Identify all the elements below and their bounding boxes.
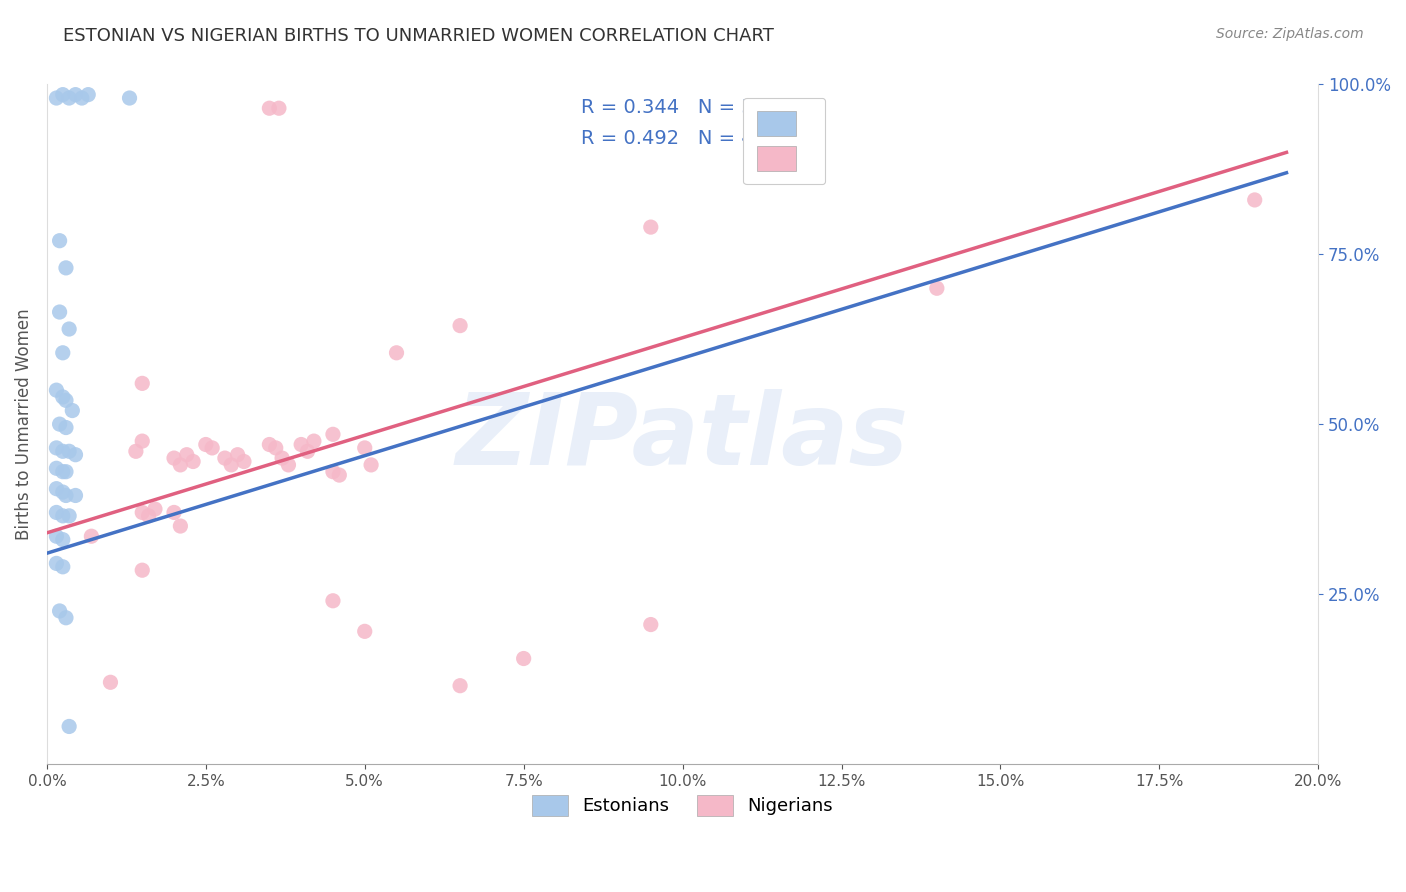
Point xyxy=(131,434,153,449)
Point xyxy=(58,322,80,336)
Point xyxy=(290,437,312,451)
Point xyxy=(65,87,87,102)
Point xyxy=(45,461,67,475)
Point xyxy=(80,529,103,543)
Point xyxy=(640,220,662,235)
Point xyxy=(302,434,325,449)
Legend: Estonians, Nigerians: Estonians, Nigerians xyxy=(524,788,841,822)
Point xyxy=(233,454,256,468)
Point xyxy=(48,604,70,618)
Point xyxy=(169,519,191,533)
Point xyxy=(194,437,217,451)
Point xyxy=(297,444,319,458)
Point xyxy=(118,91,141,105)
Point xyxy=(58,91,80,105)
Point xyxy=(328,468,350,483)
Point xyxy=(58,719,80,733)
Point xyxy=(259,437,281,451)
Point xyxy=(925,281,948,295)
Point xyxy=(45,482,67,496)
Point xyxy=(214,451,236,466)
Point xyxy=(55,260,77,275)
Point xyxy=(48,305,70,319)
Point xyxy=(55,393,77,408)
Point xyxy=(45,91,67,105)
Point xyxy=(512,651,534,665)
Point xyxy=(55,488,77,502)
Point xyxy=(55,611,77,625)
Point xyxy=(65,448,87,462)
Point xyxy=(45,505,67,519)
Point xyxy=(52,485,75,500)
Point xyxy=(52,87,75,102)
Point xyxy=(267,101,290,115)
Y-axis label: Births to Unmarried Women: Births to Unmarried Women xyxy=(15,309,32,540)
Point xyxy=(52,508,75,523)
Point xyxy=(360,458,382,472)
Point xyxy=(163,451,186,466)
Point xyxy=(219,458,242,472)
Point xyxy=(45,529,67,543)
Point xyxy=(226,448,249,462)
Point xyxy=(65,488,87,502)
Point xyxy=(52,533,75,547)
Point xyxy=(131,563,153,577)
Point xyxy=(449,318,471,333)
Point xyxy=(77,87,100,102)
Point xyxy=(58,508,80,523)
Point xyxy=(640,617,662,632)
Point xyxy=(277,458,299,472)
Point xyxy=(143,502,166,516)
Point xyxy=(353,624,375,639)
Point xyxy=(52,559,75,574)
Text: ESTONIAN VS NIGERIAN BIRTHS TO UNMARRIED WOMEN CORRELATION CHART: ESTONIAN VS NIGERIAN BIRTHS TO UNMARRIED… xyxy=(63,27,775,45)
Point xyxy=(138,508,160,523)
Point xyxy=(52,465,75,479)
Point xyxy=(125,444,148,458)
Point xyxy=(385,346,408,360)
Point xyxy=(163,505,186,519)
Point xyxy=(45,383,67,397)
Point xyxy=(70,91,93,105)
Point xyxy=(259,101,281,115)
Point xyxy=(322,594,344,608)
Point xyxy=(201,441,224,455)
Point xyxy=(271,451,294,466)
Point xyxy=(353,441,375,455)
Point xyxy=(100,675,122,690)
Point xyxy=(55,420,77,434)
Point xyxy=(449,679,471,693)
Text: Source: ZipAtlas.com: Source: ZipAtlas.com xyxy=(1216,27,1364,41)
Point xyxy=(176,448,198,462)
Point xyxy=(131,505,153,519)
Point xyxy=(264,441,287,455)
Point xyxy=(55,465,77,479)
Point xyxy=(58,444,80,458)
Point xyxy=(60,403,83,417)
Text: R = 0.344   N = 39: R = 0.344 N = 39 xyxy=(581,98,766,117)
Point xyxy=(169,458,191,472)
Point xyxy=(52,390,75,404)
Point xyxy=(48,234,70,248)
Point xyxy=(322,465,344,479)
Point xyxy=(52,346,75,360)
Point xyxy=(131,376,153,391)
Point xyxy=(1243,193,1265,207)
Point xyxy=(48,417,70,431)
Point xyxy=(322,427,344,442)
Point xyxy=(45,557,67,571)
Text: R = 0.492   N = 46: R = 0.492 N = 46 xyxy=(581,129,766,148)
Point xyxy=(45,441,67,455)
Point xyxy=(52,444,75,458)
Point xyxy=(181,454,204,468)
Text: ZIPatlas: ZIPatlas xyxy=(456,389,910,486)
